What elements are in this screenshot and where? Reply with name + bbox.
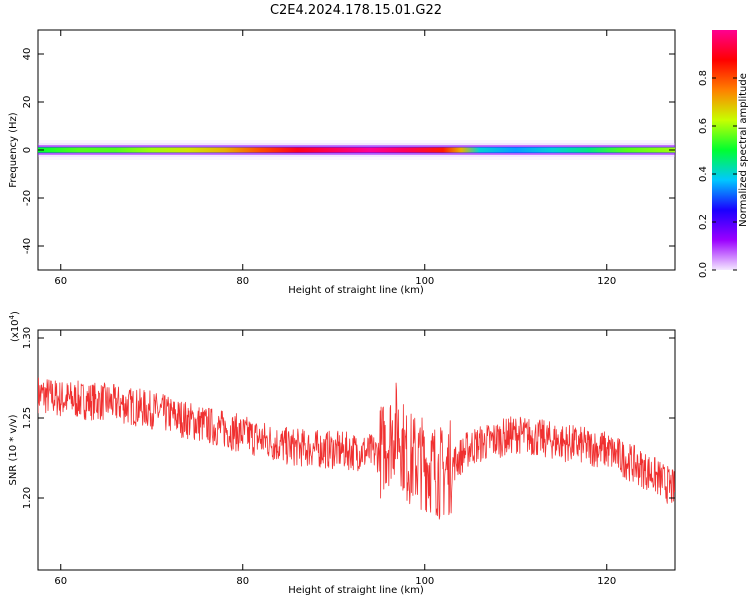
x-tick-label: 80 bbox=[236, 576, 249, 587]
snr-multiplier-base: (x10 bbox=[10, 319, 21, 342]
colorbar-tick-label: 0.0 bbox=[698, 262, 709, 278]
colorbar-tick-label: 0.6 bbox=[698, 118, 709, 134]
heatmap-x-label: Height of straight line (km) bbox=[288, 285, 424, 296]
colorbar: 0.0 0.2 0.4 0.6 0.8 Normalized spectral ampl… bbox=[698, 30, 749, 278]
heatmap-panel: 60 80 100 120 40 20 0 -20 -40 Height of straigh… bbox=[8, 29, 676, 296]
heatmap-content bbox=[38, 140, 675, 160]
snr-multiplier-close: ) bbox=[10, 311, 21, 315]
snr-multiplier-exp: 4 bbox=[8, 314, 16, 319]
y-tick-label: -20 bbox=[22, 190, 33, 206]
snr-x-label: Height of straight line (km) bbox=[288, 585, 424, 596]
y-tick-label: 1.30 bbox=[22, 327, 33, 349]
snr-multiplier: (x104) bbox=[8, 311, 21, 342]
y-tick-label: 1.25 bbox=[22, 407, 33, 429]
x-tick-label: 100 bbox=[415, 276, 434, 287]
y-tick-label: 20 bbox=[22, 96, 33, 109]
heatmap-x-ticks: 60 80 100 120 bbox=[54, 30, 616, 287]
colorbar-gradient bbox=[712, 30, 737, 270]
colorbar-label: Normalized spectral amplitude bbox=[738, 73, 749, 227]
heatmap-y-ticks: 40 20 0 -20 -40 bbox=[22, 48, 675, 254]
x-tick-label: 60 bbox=[54, 276, 67, 287]
x-tick-label: 60 bbox=[54, 576, 67, 587]
y-tick-label: -40 bbox=[22, 238, 33, 254]
y-tick-label: 0 bbox=[22, 147, 33, 153]
snr-x-ticks: 60 80 100 120 bbox=[54, 330, 616, 587]
colorbar-tick-label: 0.8 bbox=[698, 70, 709, 86]
colorbar-ticks: 0.0 0.2 0.4 0.6 0.8 bbox=[698, 70, 737, 278]
x-tick-label: 120 bbox=[597, 276, 616, 287]
heatmap-y-label: Frequency (Hz) bbox=[8, 112, 19, 188]
y-tick-label: 1.20 bbox=[22, 487, 33, 509]
x-tick-label: 100 bbox=[415, 576, 434, 587]
snr-y-ticks: 1.30 1.25 1.20 bbox=[22, 327, 675, 509]
heatmap-ridge bbox=[38, 147, 675, 153]
colorbar-tick-label: 0.2 bbox=[698, 214, 709, 230]
y-tick-label: 40 bbox=[22, 48, 33, 61]
x-tick-label: 120 bbox=[597, 576, 616, 587]
snr-panel: 60 80 100 120 1.30 1.25 1.20 Height of straig… bbox=[8, 311, 676, 596]
snr-series-line bbox=[38, 377, 675, 520]
colorbar-tick-label: 0.4 bbox=[698, 166, 709, 182]
snr-y-label: SNR (10 * v/v) bbox=[8, 414, 19, 485]
x-tick-label: 80 bbox=[236, 276, 249, 287]
figure-title: C2E4.2024.178.15.01.G22 bbox=[270, 3, 442, 18]
